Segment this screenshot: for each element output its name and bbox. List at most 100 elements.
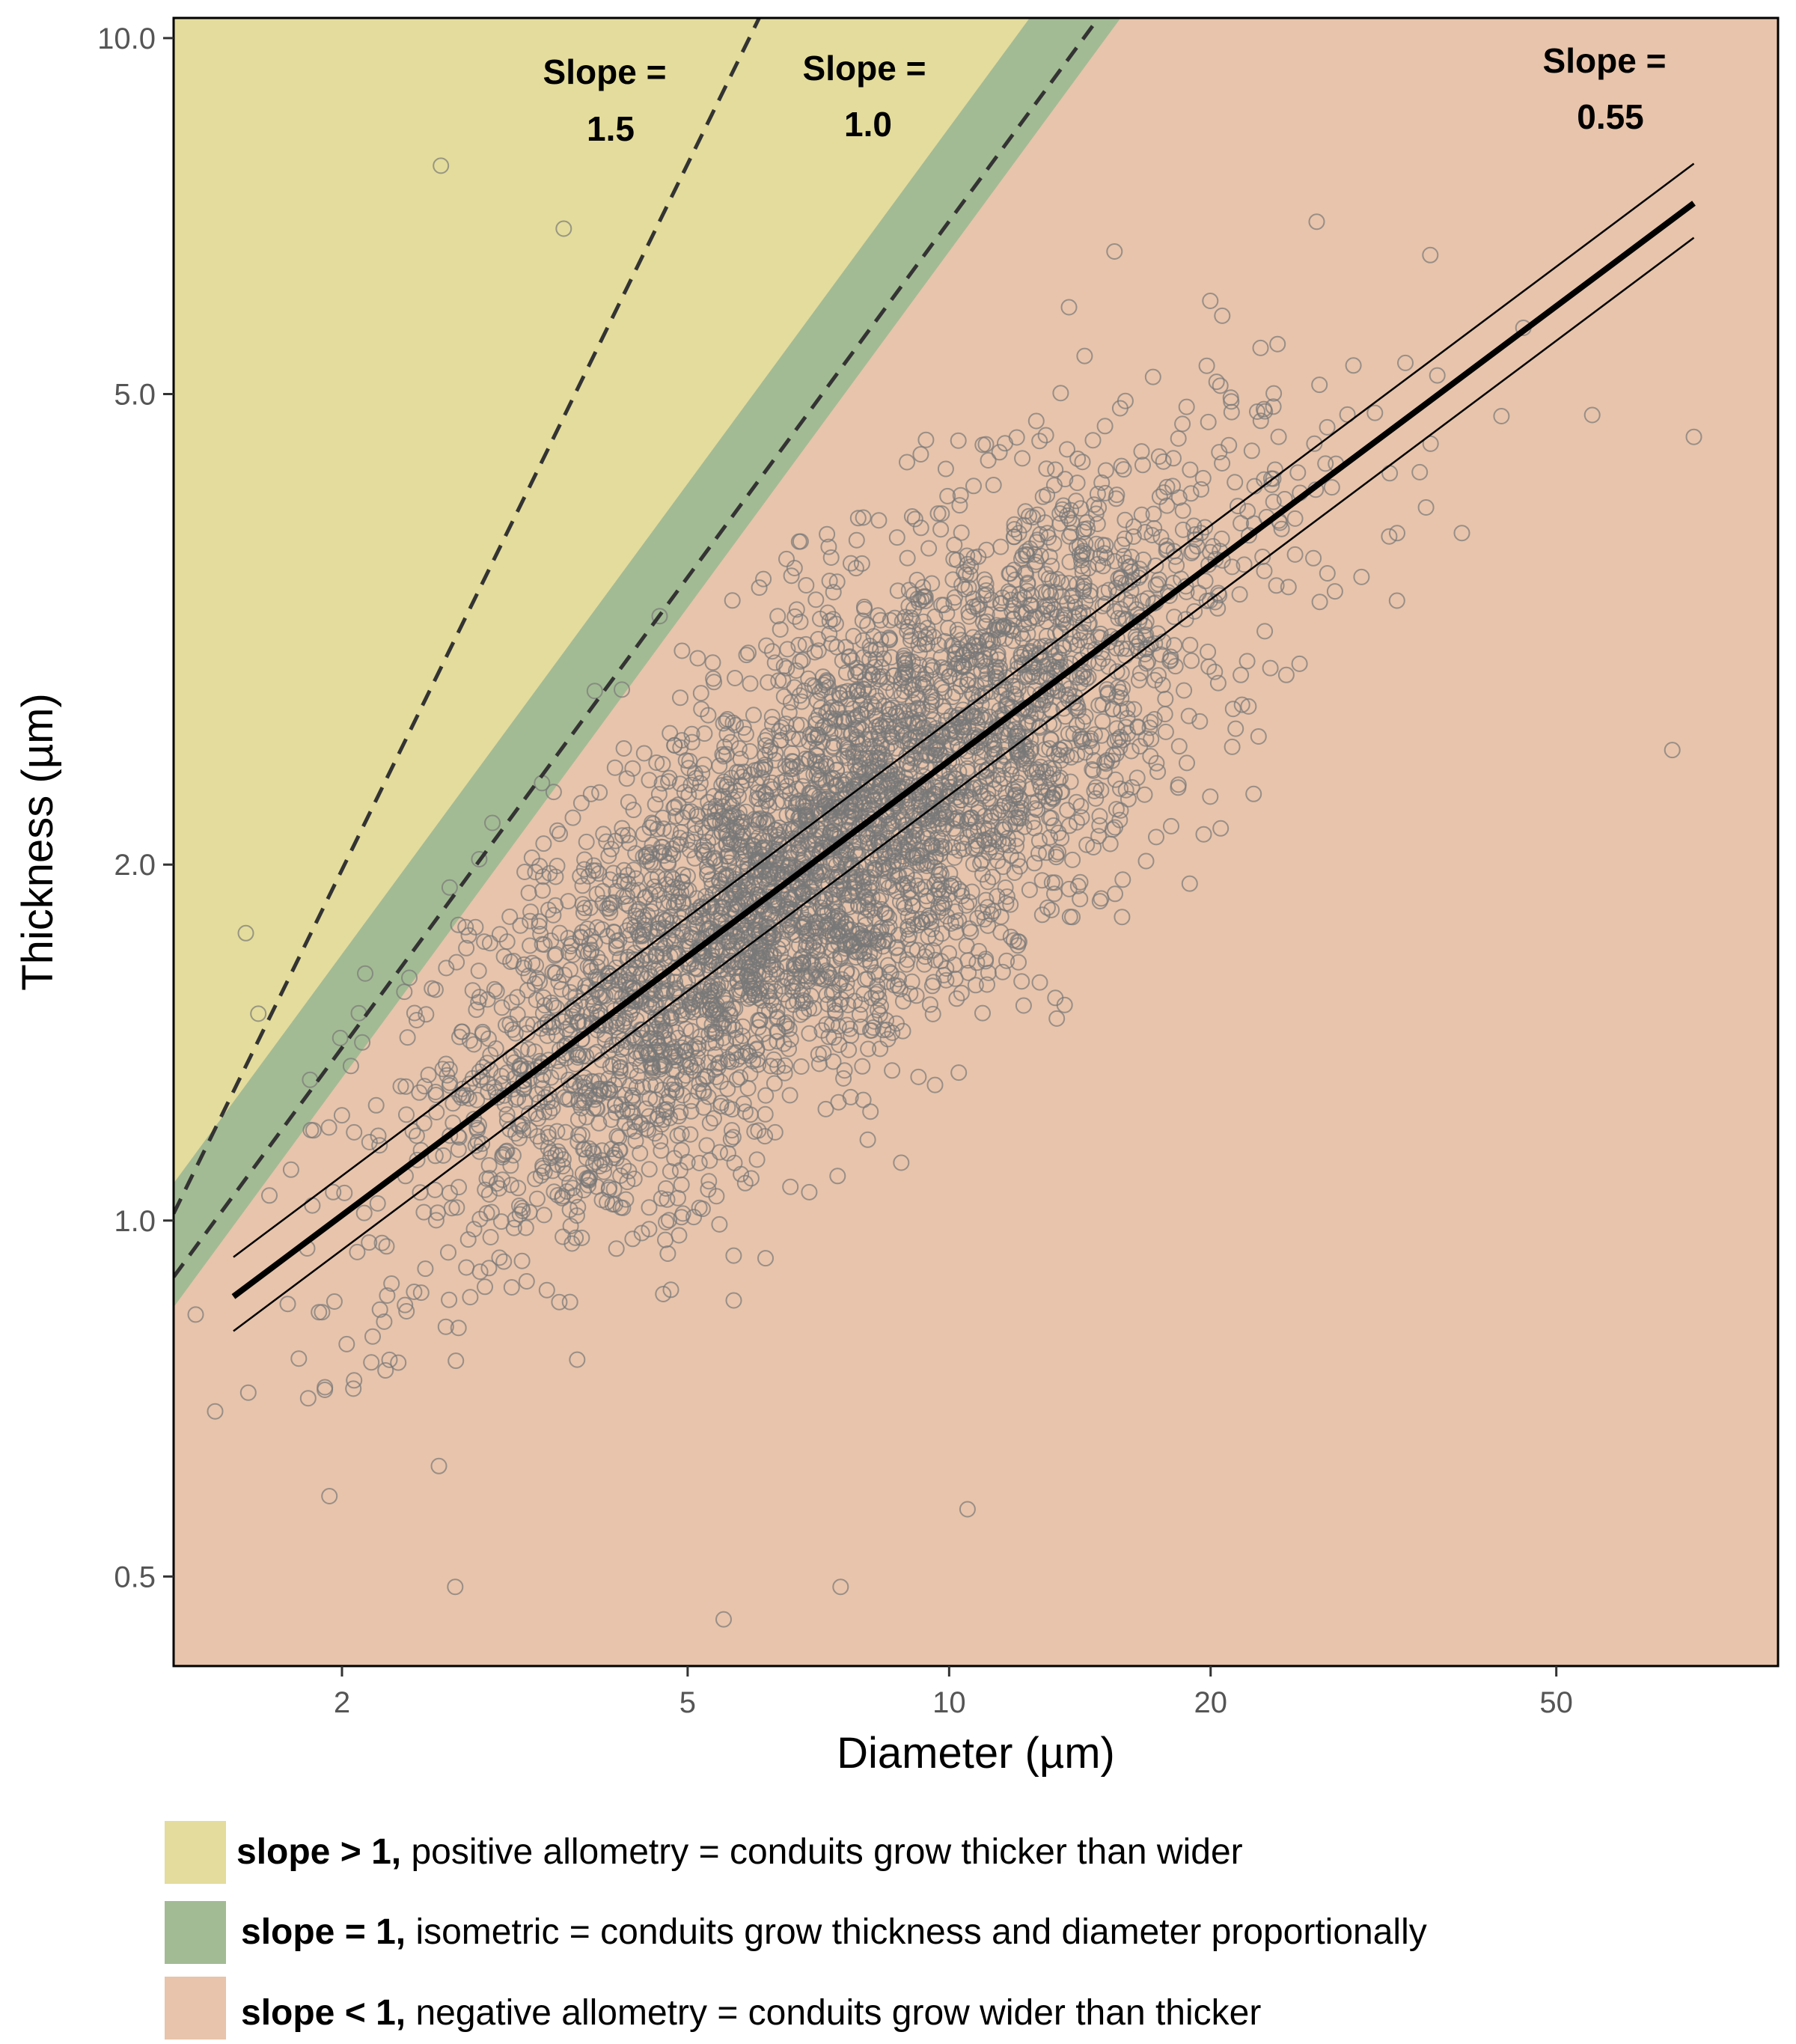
legend: slope > 1, positive allometry = conduits…: [165, 1821, 1427, 2040]
legend-swatch-isometric: [165, 1901, 226, 1964]
data-point: [617, 973, 634, 990]
data-point: [1178, 398, 1195, 415]
data-point: [536, 997, 553, 1014]
data-point: [710, 1055, 727, 1073]
data-point: [885, 857, 902, 874]
data-point: [736, 890, 753, 907]
data-point: [427, 1212, 445, 1229]
data-point: [683, 926, 700, 943]
data-point: [1128, 769, 1146, 787]
data-point: [781, 1087, 798, 1104]
data-point: [583, 962, 599, 980]
data-point: [864, 879, 881, 897]
data-point: [979, 976, 995, 993]
data-point: [1041, 809, 1058, 826]
data-point: [1057, 471, 1074, 488]
data-point: [427, 1087, 445, 1103]
data-point: [778, 716, 795, 733]
data-point: [346, 1123, 363, 1141]
data-point: [1112, 728, 1128, 745]
data-point: [992, 924, 1010, 941]
data-point: [1233, 666, 1250, 683]
data-point: [989, 888, 1006, 905]
data-point: [1071, 632, 1088, 649]
legend-isometric-bold: slope = 1,: [241, 1912, 406, 1952]
data-point: [1059, 441, 1075, 458]
data-point: [693, 701, 710, 718]
data-point: [1240, 698, 1257, 715]
data-point: [960, 964, 977, 981]
data-point: [534, 868, 552, 885]
legend-item-isometric: slope = 1, isometric = conduits grow thi…: [241, 1912, 1427, 1952]
data-point: [950, 880, 967, 897]
data-point: [261, 1187, 278, 1204]
data-point: [1583, 406, 1601, 424]
data-point: [437, 1318, 454, 1335]
data-point: [831, 809, 849, 826]
data-point: [739, 1080, 757, 1096]
data-point: [783, 769, 800, 786]
data-point: [872, 716, 888, 733]
data-point: [750, 1019, 767, 1036]
data-point: [972, 778, 989, 796]
data-point: [1082, 582, 1099, 600]
data-point: [725, 1247, 742, 1264]
data-point: [1087, 790, 1105, 807]
data-point: [924, 837, 941, 854]
data-point: [900, 582, 917, 599]
data-point: [751, 1012, 769, 1029]
data-point: [549, 1187, 566, 1203]
data-point: [847, 805, 864, 822]
data-point: [737, 725, 754, 742]
data-point: [892, 893, 908, 910]
data-point: [1106, 552, 1123, 570]
data-point: [531, 918, 548, 935]
data-point: [711, 1144, 728, 1161]
data-point: [438, 1055, 454, 1073]
x-axis-title: Diameter (µm): [837, 1729, 1115, 1778]
data-point: [1075, 523, 1092, 540]
data-point: [615, 740, 632, 757]
data-point: [886, 767, 902, 784]
data-point: [1084, 761, 1101, 778]
data-point: [447, 1578, 464, 1596]
data-point: [305, 1122, 322, 1139]
data-point: [1117, 781, 1134, 799]
data-point: [470, 994, 487, 1011]
data-point: [346, 1372, 363, 1389]
data-point: [1018, 750, 1035, 767]
data-point: [552, 826, 568, 843]
data-point: [1286, 546, 1304, 563]
data-point: [847, 949, 864, 966]
data-point: [834, 652, 851, 669]
data-point: [986, 804, 1003, 821]
data-point: [676, 1043, 693, 1060]
data-point: [470, 1117, 487, 1134]
data-point: [812, 610, 828, 627]
data-point: [1052, 385, 1069, 402]
data-point: [511, 1198, 528, 1214]
data-point: [1045, 760, 1063, 777]
data-point: [719, 1051, 736, 1068]
data-point: [826, 928, 843, 945]
data-point: [794, 651, 811, 668]
data-point: [944, 689, 961, 706]
data-point: [1063, 588, 1081, 605]
data-point: [630, 900, 647, 918]
data-point: [390, 1354, 407, 1371]
data-point: [1319, 565, 1336, 582]
data-point: [1012, 766, 1029, 783]
data-point: [766, 1075, 783, 1092]
data-point: [1319, 418, 1336, 436]
data-point: [801, 1025, 818, 1042]
data-point: [544, 1162, 561, 1180]
data-point: [824, 912, 841, 928]
data-point: [691, 1028, 709, 1045]
data-point: [950, 1064, 968, 1082]
data-point: [1208, 373, 1225, 391]
data-point: [941, 753, 958, 770]
data-point: [1280, 579, 1297, 596]
data-point: [717, 870, 734, 887]
x-tick-label: 20: [1194, 1686, 1228, 1719]
data-point: [1073, 558, 1090, 575]
